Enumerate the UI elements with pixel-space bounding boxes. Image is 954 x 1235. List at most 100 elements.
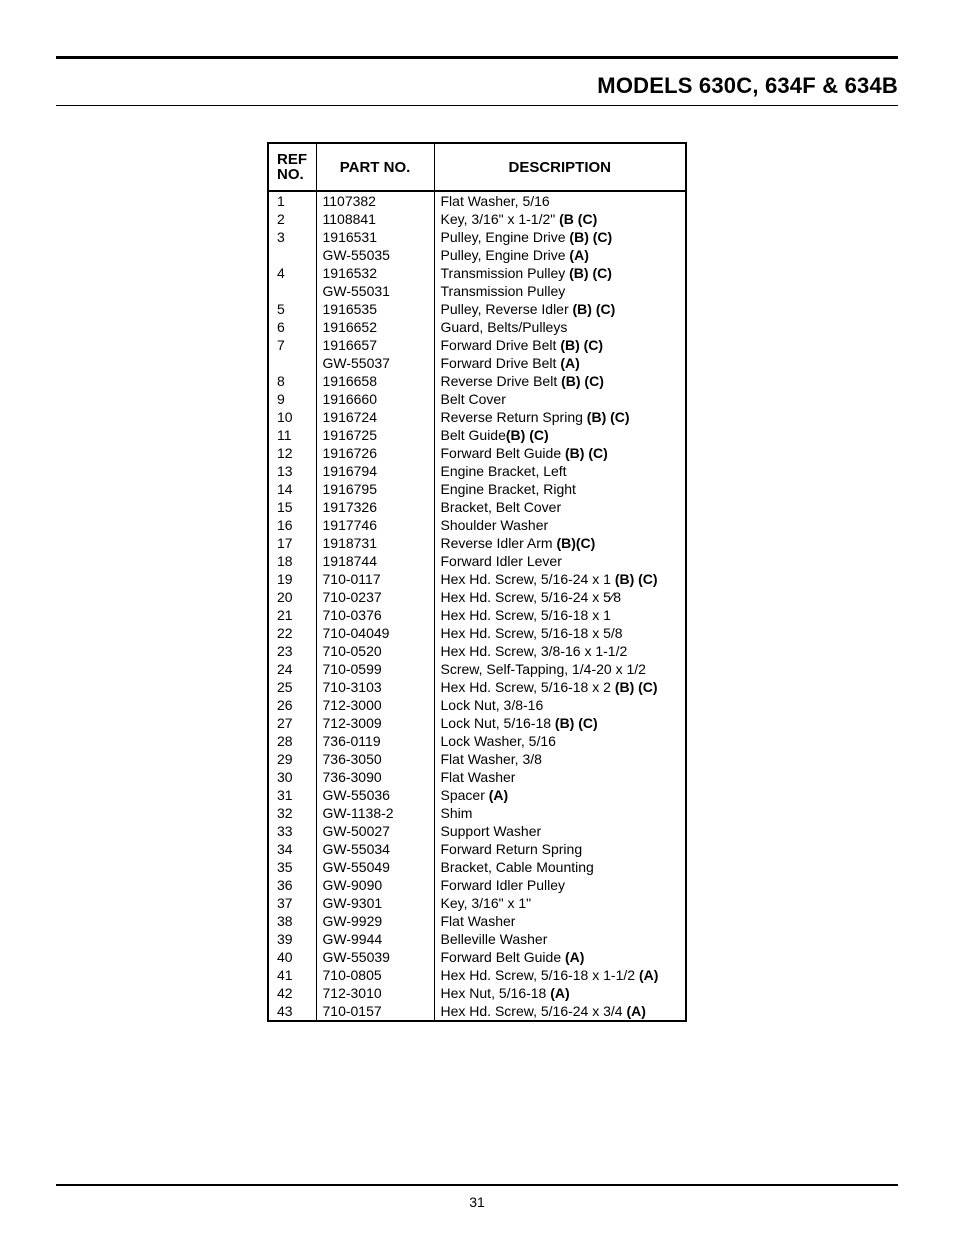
cell-desc: Pulley, Engine Drive (A): [434, 246, 686, 264]
cell-part: 736-3050: [316, 750, 434, 768]
table-row: 29736-3050Flat Washer, 3/8: [268, 750, 686, 768]
cell-part: GW-50027: [316, 822, 434, 840]
cell-part: 710-3103: [316, 678, 434, 696]
cell-ref: 31: [268, 786, 316, 804]
desc-text: Pulley, Engine Drive: [441, 229, 570, 245]
cell-ref: 33: [268, 822, 316, 840]
cell-desc: Belt Cover: [434, 390, 686, 408]
table-row: 27712-3009Lock Nut, 5/16-18 (B) (C): [268, 714, 686, 732]
cell-desc: Lock Washer, 5/16: [434, 732, 686, 750]
cell-desc: Hex Hd. Screw, 3/8-16 x 1-1/2: [434, 642, 686, 660]
cell-part: 1917326: [316, 498, 434, 516]
cell-part: GW-55036: [316, 786, 434, 804]
desc-text: Hex Hd. Screw, 5/16-24 x 3/4: [441, 1003, 627, 1019]
cell-ref: 19: [268, 570, 316, 588]
table-row: 51916535Pulley, Reverse Idler (B) (C): [268, 300, 686, 318]
table-row: 36GW-9090Forward Idler Pulley: [268, 876, 686, 894]
cell-ref: 12: [268, 444, 316, 462]
table-row: 121916726Forward Belt Guide (B) (C): [268, 444, 686, 462]
cell-part: GW-9944: [316, 930, 434, 948]
cell-desc: Key, 3/16" x 1-1/2" (B (C): [434, 210, 686, 228]
col-header-ref: REF NO.: [268, 143, 316, 191]
table-row: 26712-3000Lock Nut, 3/8-16: [268, 696, 686, 714]
model-code: (A): [565, 949, 584, 965]
cell-ref: 10: [268, 408, 316, 426]
cell-part: 712-3009: [316, 714, 434, 732]
rule-top: [56, 56, 898, 59]
cell-ref: 3: [268, 228, 316, 246]
cell-desc: Key, 3/16" x 1": [434, 894, 686, 912]
table-row: 30736-3090Flat Washer: [268, 768, 686, 786]
desc-text: Belt Guide: [441, 427, 506, 443]
cell-desc: Hex Hd. Screw, 5/16-24 x 5⁄8: [434, 588, 686, 606]
cell-ref: 8: [268, 372, 316, 390]
table-row: 33GW-50027Support Washer: [268, 822, 686, 840]
table-row: 41710-0805Hex Hd. Screw, 5/16-18 x 1-1/2…: [268, 966, 686, 984]
model-code: (B) (C): [615, 679, 658, 695]
table-row: 22710-04049Hex Hd. Screw, 5/16-18 x 5/8: [268, 624, 686, 642]
cell-desc: Guard, Belts/Pulleys: [434, 318, 686, 336]
cell-part: 1918731: [316, 534, 434, 552]
cell-ref: [268, 354, 316, 372]
desc-text: Flat Washer, 5/16: [441, 193, 550, 209]
col-header-desc: DESCRIPTION: [434, 143, 686, 191]
cell-part: 710-0376: [316, 606, 434, 624]
cell-desc: Belleville Washer: [434, 930, 686, 948]
cell-part: GW-9929: [316, 912, 434, 930]
table-row: 81916658Reverse Drive Belt (B) (C): [268, 372, 686, 390]
cell-ref: 9: [268, 390, 316, 408]
cell-part: 1917746: [316, 516, 434, 534]
cell-desc: Pulley, Engine Drive (B) (C): [434, 228, 686, 246]
table-row: 38GW-9929Flat Washer: [268, 912, 686, 930]
cell-part: 1916531: [316, 228, 434, 246]
desc-text: Reverse Drive Belt: [441, 373, 562, 389]
table-row: 21108841Key, 3/16" x 1-1/2" (B (C): [268, 210, 686, 228]
desc-text: Key, 3/16" x 1-1/2": [441, 211, 560, 227]
desc-text: Bracket, Cable Mounting: [441, 859, 594, 875]
cell-ref: 5: [268, 300, 316, 318]
cell-part: 710-0599: [316, 660, 434, 678]
cell-part: GW-55037: [316, 354, 434, 372]
cell-desc: Engine Bracket, Left: [434, 462, 686, 480]
cell-ref: 2: [268, 210, 316, 228]
table-row: 71916657Forward Drive Belt (B) (C): [268, 336, 686, 354]
model-code: (B) (C): [555, 715, 598, 731]
cell-part: 1918744: [316, 552, 434, 570]
cell-part: 1916660: [316, 390, 434, 408]
cell-desc: Hex Hd. Screw, 5/16-24 x 3/4 (A): [434, 1002, 686, 1021]
page-title: MODELS 630C, 634F & 634B: [56, 73, 898, 105]
table-row: 37GW-9301Key, 3/16" x 1": [268, 894, 686, 912]
cell-ref: 15: [268, 498, 316, 516]
cell-ref: 13: [268, 462, 316, 480]
desc-text: Reverse Idler Arm: [441, 535, 557, 551]
cell-desc: Reverse Drive Belt (B) (C): [434, 372, 686, 390]
cell-part: 1916726: [316, 444, 434, 462]
cell-desc: Hex Hd. Screw, 5/16-24 x 1 (B) (C): [434, 570, 686, 588]
cell-ref: 18: [268, 552, 316, 570]
table-row: 24710-0599Screw, Self-Tapping, 1/4-20 x …: [268, 660, 686, 678]
cell-ref: [268, 282, 316, 300]
cell-part: 710-0157: [316, 1002, 434, 1021]
col-header-ref-line2: NO.: [277, 167, 308, 182]
cell-ref: 34: [268, 840, 316, 858]
model-code: (B (C): [559, 211, 597, 227]
cell-part: GW-1138-2: [316, 804, 434, 822]
cell-part: GW-55035: [316, 246, 434, 264]
table-row: 151917326Bracket, Belt Cover: [268, 498, 686, 516]
desc-text: Belt Cover: [441, 391, 506, 407]
table-row: 28736-0119Lock Washer, 5/16: [268, 732, 686, 750]
desc-text: Hex Hd. Screw, 5/16-24 x 1: [441, 571, 615, 587]
cell-ref: 29: [268, 750, 316, 768]
table-row: GW-55031Transmission Pulley: [268, 282, 686, 300]
desc-text: Flat Washer: [441, 769, 516, 785]
cell-desc: Shim: [434, 804, 686, 822]
model-code: (B) (C): [560, 337, 603, 353]
desc-text: Hex Hd. Screw, 5/16-18 x 2: [441, 679, 615, 695]
model-code: (B) (C): [569, 229, 612, 245]
cell-desc: Forward Idler Pulley: [434, 876, 686, 894]
cell-ref: [268, 246, 316, 264]
cell-part: 1916724: [316, 408, 434, 426]
cell-desc: Forward Drive Belt (B) (C): [434, 336, 686, 354]
desc-text: Forward Belt Guide: [441, 445, 566, 461]
model-code: (A): [550, 985, 569, 1001]
